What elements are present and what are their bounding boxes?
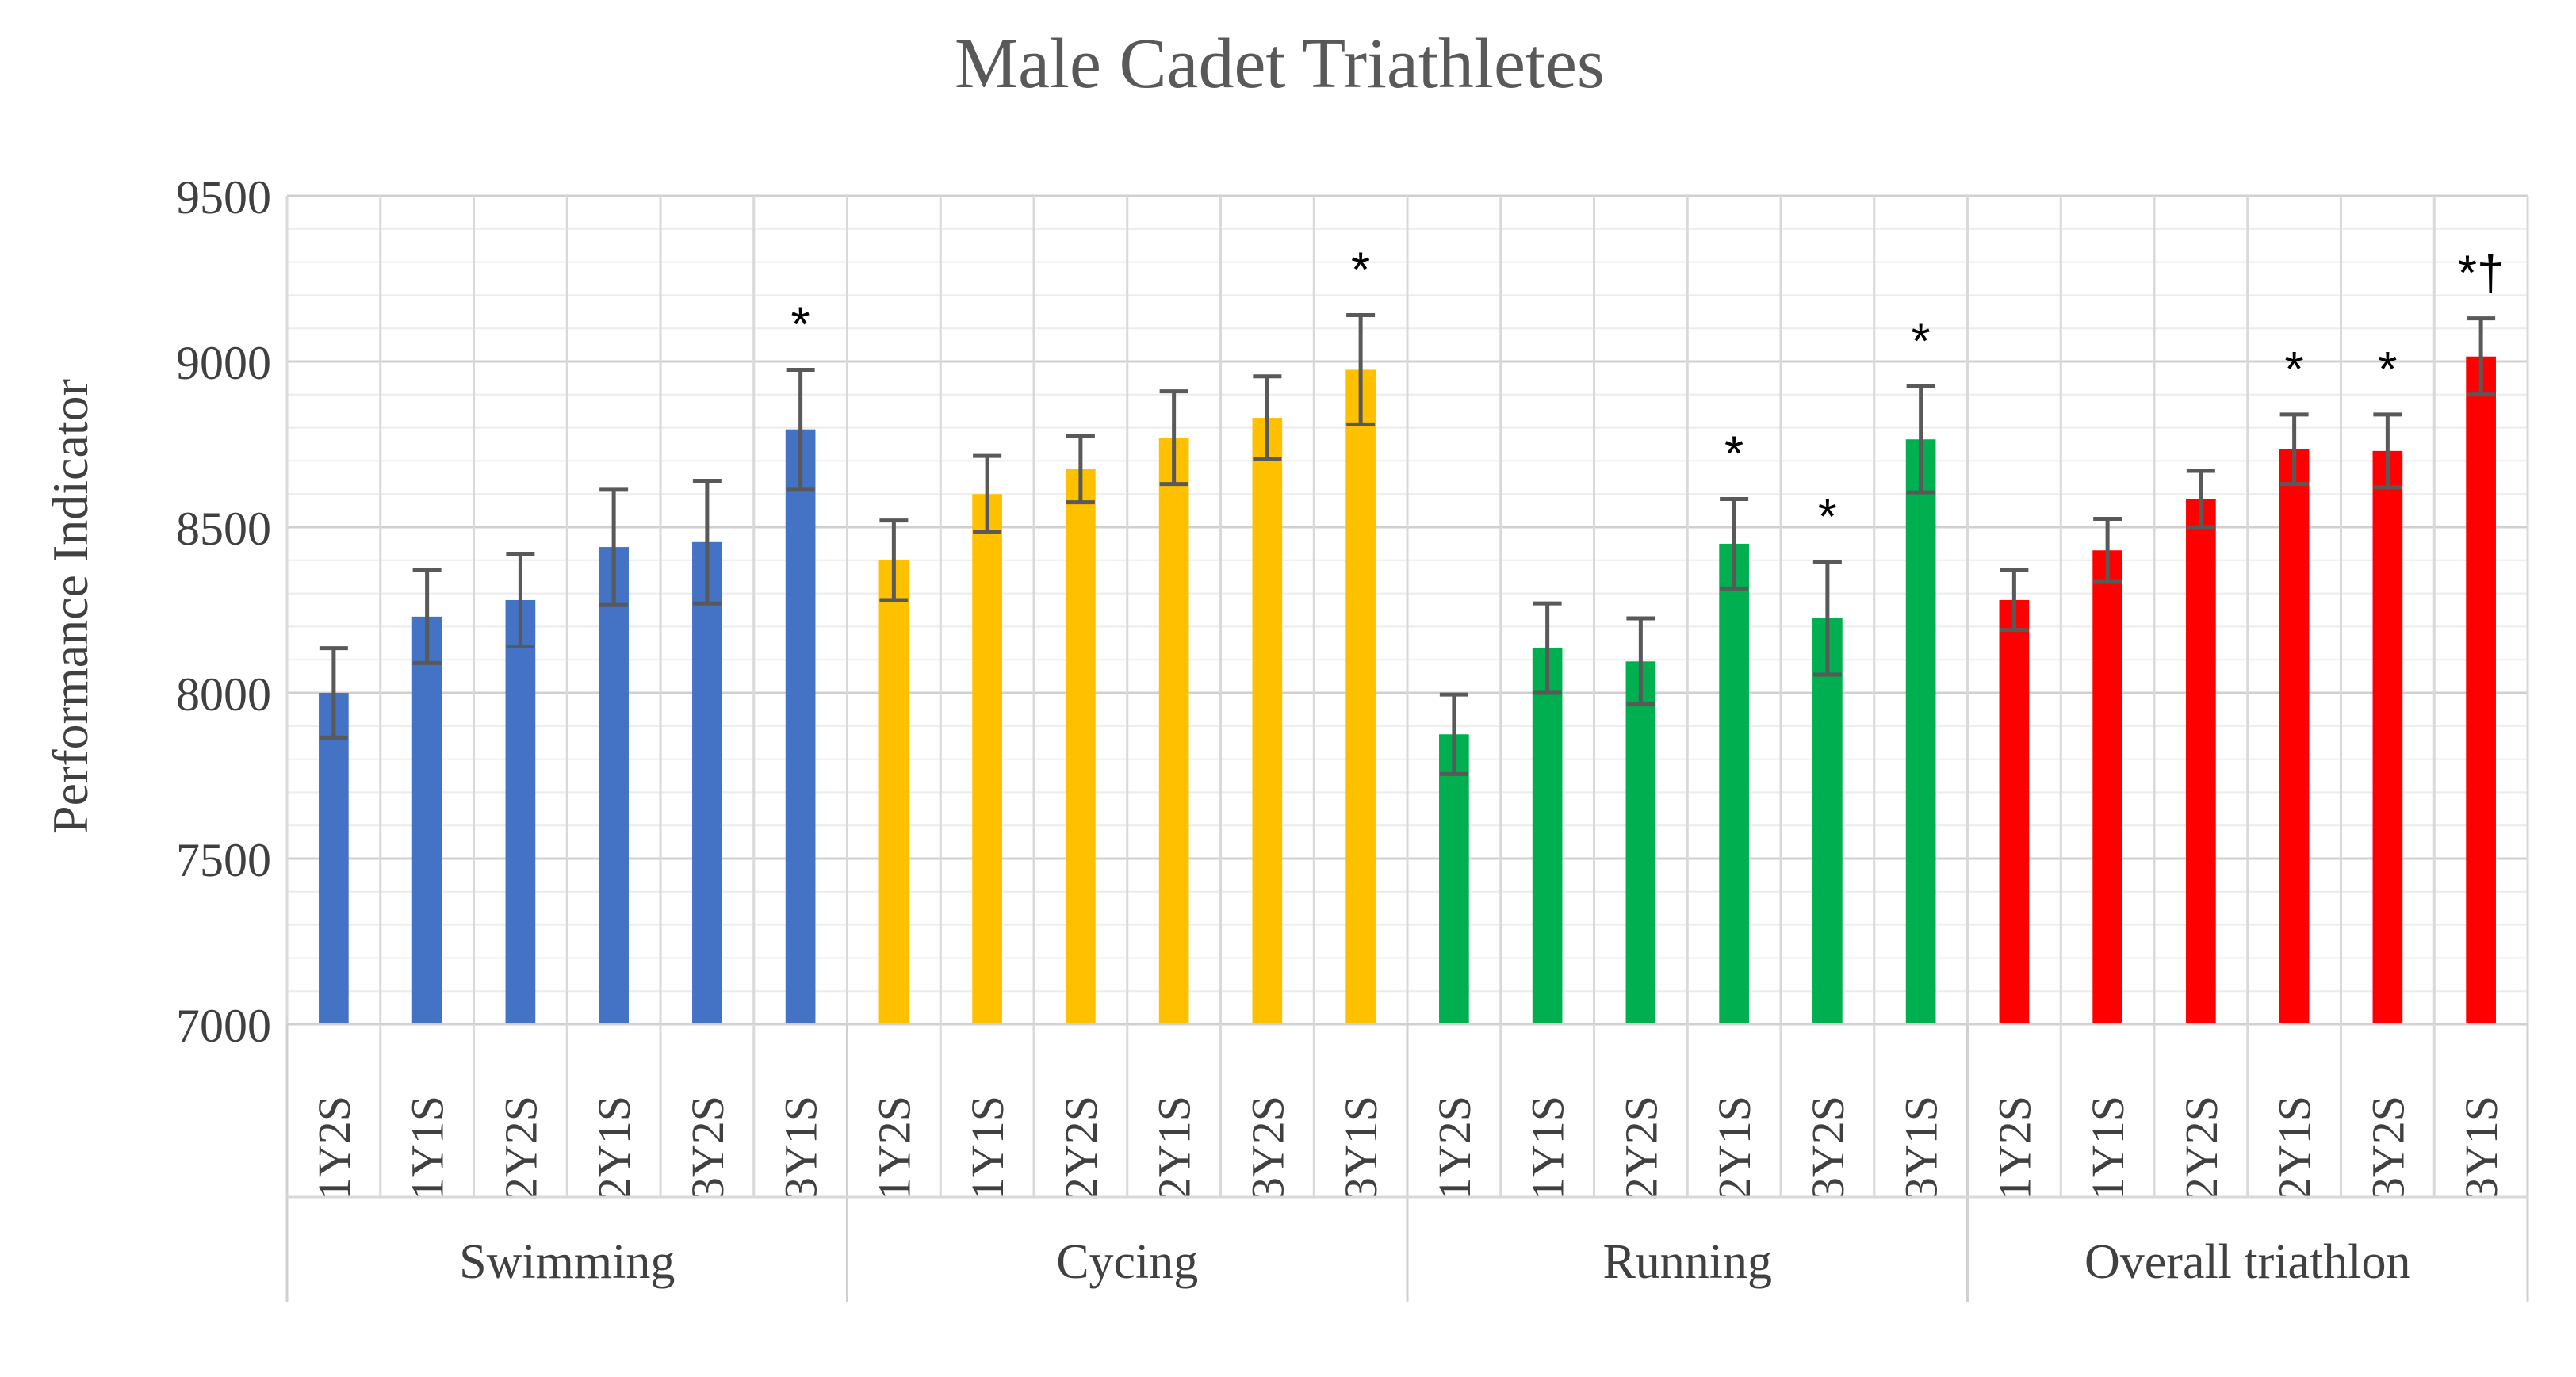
bar: [2466, 356, 2496, 1025]
bar: [1625, 661, 1656, 1024]
x-tick-label: 2Y1S: [1709, 1096, 1760, 1200]
y-tick-label: 9000: [176, 337, 271, 389]
group-label: Running: [1602, 1235, 1772, 1289]
bar: [1999, 599, 2030, 1024]
significance-marker: *: [2378, 342, 2397, 397]
x-tick-label: 3Y1S: [775, 1096, 827, 1200]
bar: [1345, 369, 1376, 1024]
x-tick-label: 1Y1S: [1522, 1096, 1574, 1200]
grid-layer: [285, 194, 2529, 1026]
bar: [411, 616, 442, 1024]
y-tick-label: 7000: [176, 1000, 271, 1052]
bar: [1812, 618, 1843, 1024]
bar: [1532, 648, 1563, 1024]
bar: [1905, 439, 1936, 1024]
x-tick-label: 2Y2S: [1055, 1096, 1107, 1200]
bar: [1066, 469, 1096, 1024]
bar: [1719, 543, 1749, 1024]
y-tick-label: 7500: [176, 834, 271, 886]
bar: [785, 429, 816, 1024]
x-tick-label: 1Y2S: [868, 1096, 920, 1200]
significance-marker: *: [1818, 490, 1837, 545]
x-tick-label: 1Y1S: [402, 1096, 454, 1200]
x-tick-label: 1Y2S: [308, 1096, 360, 1200]
significance-marker: *: [1724, 426, 1743, 481]
bar: [1252, 418, 1283, 1024]
x-tick-label: 2Y2S: [495, 1096, 546, 1200]
significance-marker: *: [2285, 342, 2304, 397]
x-tick-label: 1Y2S: [1429, 1096, 1480, 1200]
x-tick-label: 3Y2S: [682, 1096, 733, 1200]
x-tick-label: 3Y1S: [1896, 1096, 1947, 1200]
x-tick-label: 2Y1S: [2269, 1096, 2321, 1200]
bar: [878, 560, 909, 1024]
bar: [2372, 450, 2403, 1024]
bar: [319, 693, 349, 1024]
x-tick-label: 3Y2S: [2362, 1096, 2413, 1200]
x-tick-label: 2Y1S: [1149, 1096, 1200, 1200]
significance-marker: *: [1912, 314, 1931, 369]
bar: [505, 599, 536, 1024]
x-tick-label: 1Y1S: [962, 1096, 1013, 1200]
x-tick-label: 2Y2S: [1615, 1096, 1667, 1200]
y-tick-label: 8500: [176, 503, 271, 555]
x-tick-label: 1Y1S: [2082, 1096, 2134, 1200]
bar: [1158, 438, 1189, 1024]
y-axis-label: Performance Indicator: [42, 379, 98, 834]
x-tick-label: 1Y2S: [1988, 1096, 2040, 1200]
bars-layer: * * * * * * * *†: [319, 243, 2505, 1025]
significance-marker: *: [791, 297, 810, 352]
group-label: Cycing: [1056, 1235, 1198, 1289]
bar: [2186, 499, 2216, 1024]
significance-marker: *: [1351, 243, 1370, 297]
bar: [692, 541, 722, 1024]
bar: [1439, 734, 1469, 1024]
x-tick-label: 2Y2S: [2176, 1096, 2227, 1200]
group-label: Swimming: [459, 1235, 675, 1289]
chart-title: Male Cadet Triathletes: [955, 25, 1605, 103]
bar: [2279, 449, 2310, 1024]
x-tick-label: 2Y1S: [588, 1096, 640, 1200]
axis-layer: 7000 7500 8000 8500 9000 9500 Swimming 1Y2S 1Y1S…: [176, 171, 2529, 1302]
x-tick-label: 3Y2S: [1242, 1096, 1293, 1200]
bar: [972, 494, 1002, 1024]
y-tick-label: 8000: [176, 668, 271, 721]
y-tick-label: 9500: [176, 171, 271, 224]
bar: [2092, 550, 2122, 1024]
x-tick-label: 3Y2S: [1802, 1096, 1854, 1200]
significance-marker: *†: [2458, 247, 2505, 301]
x-tick-label: 3Y1S: [2455, 1096, 2507, 1200]
x-tick-label: 3Y1S: [1335, 1096, 1387, 1200]
group-label: Overall triathlon: [2084, 1235, 2410, 1289]
bar: [599, 547, 629, 1024]
